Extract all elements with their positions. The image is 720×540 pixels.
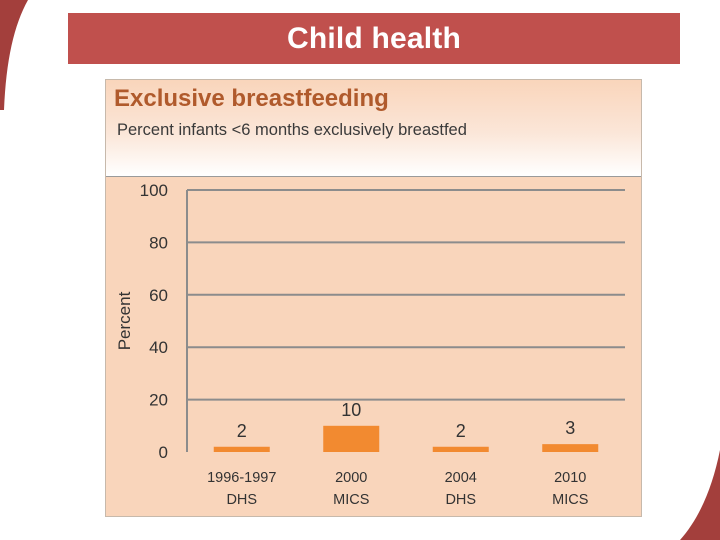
y-tick-label-100: 100 bbox=[140, 181, 168, 200]
bar-3 bbox=[542, 444, 599, 452]
y-axis-label: Percent bbox=[115, 291, 134, 350]
bar-1 bbox=[323, 425, 380, 452]
decorative-swoosh-left bbox=[0, 0, 28, 110]
x-category-label-1-1: MICS bbox=[333, 492, 369, 508]
x-category-label-3-1: MICS bbox=[552, 492, 588, 508]
bar-value-label-1: 10 bbox=[341, 400, 361, 420]
x-category-label-3-0: 2010 bbox=[554, 470, 586, 486]
bar-value-label-3: 3 bbox=[565, 418, 575, 438]
bar-0 bbox=[213, 446, 270, 452]
chart-subtitle: Percent infants <6 months exclusively br… bbox=[117, 121, 467, 139]
decorative-swoosh-right bbox=[680, 450, 720, 540]
chart-title: Exclusive breastfeeding bbox=[114, 85, 389, 112]
bar-value-label-0: 2 bbox=[237, 421, 247, 441]
y-tick-label-20: 20 bbox=[149, 391, 168, 410]
x-category-label-2-0: 2004 bbox=[445, 470, 477, 486]
x-category-label-0-1: DHS bbox=[226, 492, 257, 508]
y-tick-label-80: 80 bbox=[149, 233, 168, 252]
chart-container: Exclusive breastfeeding Percent infants … bbox=[105, 79, 642, 517]
slide-heading-banner: Child health bbox=[68, 13, 680, 64]
y-tick-label-0: 0 bbox=[159, 443, 168, 462]
bar-2 bbox=[432, 446, 489, 452]
slide-heading: Child health bbox=[286, 21, 462, 55]
x-category-label-0-0: 1996-1997 bbox=[207, 470, 276, 486]
bar-chart-plot: 0 20 40 60 80 100 Percent 2 1996-1997 DHS 10 2000 MI… bbox=[115, 181, 625, 508]
x-category-label-2-1: DHS bbox=[445, 492, 476, 508]
y-tick-label-40: 40 bbox=[149, 338, 168, 357]
y-tick-label-60: 60 bbox=[149, 286, 168, 305]
x-category-label-1-0: 2000 bbox=[335, 470, 367, 486]
chart-header: Exclusive breastfeeding Percent infants … bbox=[106, 80, 641, 177]
bar-value-label-2: 2 bbox=[456, 421, 466, 441]
